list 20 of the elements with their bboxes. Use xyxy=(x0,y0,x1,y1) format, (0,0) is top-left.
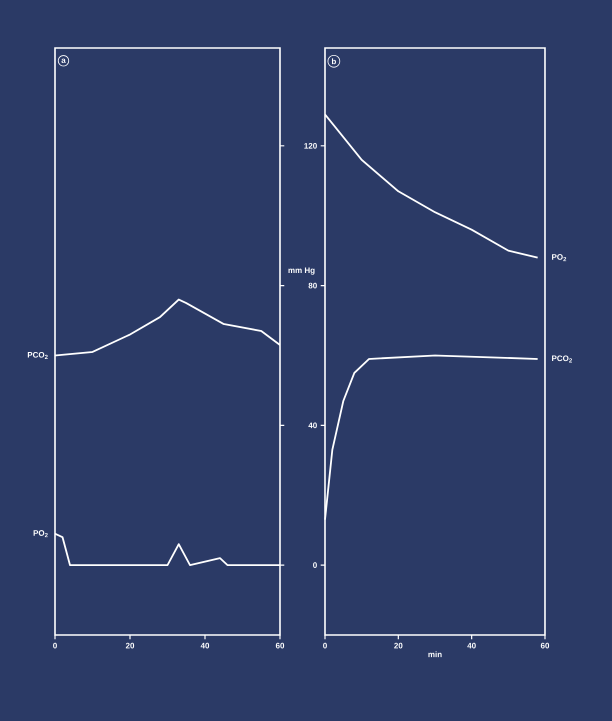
series-label: PCO$_{2}$ xyxy=(28,352,48,359)
x-tick-label: 20 xyxy=(394,642,402,648)
x-tick-label: 40 xyxy=(467,642,476,648)
x-tick-label: 20 xyxy=(126,642,134,648)
annotation: b xyxy=(332,58,336,64)
series-label: PO$_{2}$ xyxy=(552,254,566,262)
y-axis-title: mm Hg xyxy=(288,267,315,275)
x-axis-title: min xyxy=(428,651,442,658)
series-label: PCO$_{2}$ xyxy=(552,355,572,362)
x-tick-label: 0 xyxy=(323,642,327,648)
y-tick-label: 80 xyxy=(308,282,317,288)
x-tick-label: 60 xyxy=(276,642,284,648)
y-tick-label: 40 xyxy=(308,422,317,428)
y-tick-label: 120 xyxy=(304,143,317,149)
x-tick-label: 40 xyxy=(200,642,210,648)
x-tick-label: 0 xyxy=(53,642,57,648)
series-label: PO$_{2}$ xyxy=(34,530,48,538)
annotation: a xyxy=(62,58,66,63)
y-tick-label: 0 xyxy=(313,562,317,568)
x-tick-label: 60 xyxy=(540,642,550,648)
